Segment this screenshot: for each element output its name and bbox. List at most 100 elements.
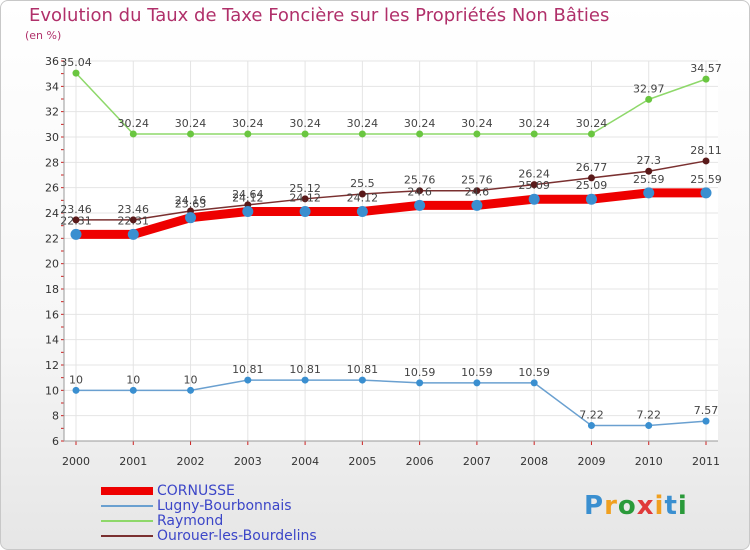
data-point [301, 195, 309, 203]
logo-letter: i [654, 491, 665, 521]
data-label: 24.6 [407, 185, 432, 198]
data-point [587, 130, 595, 138]
logo-letter: P [584, 491, 605, 521]
data-point [358, 376, 366, 384]
y-tick-label: 34 [45, 80, 59, 93]
y-tick-label: 28 [45, 156, 59, 169]
y-tick-label: 10 [45, 384, 59, 397]
data-label: 7.22 [636, 409, 661, 422]
data-label: 27.3 [636, 154, 661, 167]
logo-letter: r [604, 491, 618, 521]
data-point [187, 386, 195, 394]
x-tick-label: 2005 [348, 455, 376, 468]
data-label: 30.24 [576, 117, 608, 130]
data-point [471, 199, 483, 211]
data-point [129, 216, 137, 224]
data-label: 24.12 [347, 191, 379, 204]
data-point [185, 212, 197, 224]
data-point [244, 130, 252, 138]
data-label: 30.24 [461, 117, 493, 130]
data-label: 30.24 [404, 117, 436, 130]
plot-area [64, 61, 718, 441]
data-point [414, 199, 426, 211]
data-label: 34.57 [690, 62, 722, 75]
data-label: 35.04 [60, 56, 92, 69]
logo-letter: t [664, 491, 678, 521]
legend-swatch-cornusse [101, 487, 153, 495]
x-tick-label: 2003 [234, 455, 262, 468]
legend-label-ourouer: Ourouer-les-Bourdelins [157, 528, 317, 544]
data-label: 24.16 [175, 194, 207, 207]
data-label: 25.09 [518, 179, 550, 192]
legend-swatch-lugny [101, 505, 153, 507]
data-point [700, 187, 712, 199]
data-point [473, 379, 481, 387]
data-label: 10 [184, 373, 198, 386]
data-label: 30.24 [118, 117, 150, 130]
x-tick-label: 2006 [406, 455, 434, 468]
data-label: 25.09 [576, 179, 608, 192]
data-point [358, 130, 366, 138]
legend-swatch-raymond [101, 520, 153, 522]
data-label: 28.11 [690, 144, 722, 157]
data-point [587, 422, 595, 430]
x-tick-label: 2009 [577, 455, 605, 468]
legend-swatch-ourouer [101, 535, 153, 537]
data-label: 22.31 [118, 214, 150, 227]
legend-label-raymond: Raymond [157, 513, 224, 529]
logo-letter: o [617, 491, 637, 521]
y-tick-label: 12 [45, 359, 59, 372]
data-point [702, 157, 710, 165]
logo-letter: x [636, 491, 655, 521]
legend-label-cornusse: CORNUSSE [157, 483, 235, 499]
x-tick-label: 2000 [62, 455, 90, 468]
y-axis-unit: (en %) [25, 29, 62, 42]
data-point [301, 130, 309, 138]
data-label: 10 [69, 373, 83, 386]
data-point [72, 386, 80, 394]
proxiti-logo: Proxiti [584, 491, 688, 521]
data-point [358, 190, 366, 198]
data-point [416, 187, 424, 195]
x-tick-label: 2011 [692, 455, 720, 468]
data-label: 25.5 [350, 177, 375, 190]
data-label: 30.24 [289, 117, 321, 130]
data-label: 22.31 [60, 214, 92, 227]
data-point [299, 205, 311, 217]
chart-title: Evolution du Taux de Taxe Foncière sur l… [29, 5, 610, 26]
data-point [530, 181, 538, 189]
data-point [187, 130, 195, 138]
data-label: 30.24 [518, 117, 550, 130]
data-point [416, 130, 424, 138]
y-tick-label: 14 [45, 334, 59, 347]
data-label: 26.24 [518, 168, 550, 181]
y-tick-label: 16 [45, 308, 59, 321]
data-label: 24.12 [232, 191, 264, 204]
series-line-0 [76, 188, 706, 239]
data-point [416, 379, 424, 387]
legend-label-lugny: Lugny-Bourbonnais [157, 498, 292, 514]
data-label: 7.57 [694, 404, 719, 417]
y-tick-label: 36 [45, 55, 59, 68]
y-tick-label: 18 [45, 283, 59, 296]
x-tick-label: 2002 [177, 455, 205, 468]
data-point [356, 205, 368, 217]
data-label: 23.63 [175, 198, 207, 211]
data-label: 10.81 [232, 363, 264, 376]
data-label: 24.6 [465, 185, 490, 198]
y-tick-label: 32 [45, 106, 59, 119]
data-point [70, 228, 82, 240]
data-point [585, 193, 597, 205]
data-point [473, 130, 481, 138]
data-label: 23.46 [118, 203, 150, 216]
data-point [702, 417, 710, 425]
data-point [530, 130, 538, 138]
series-line-2 [75, 72, 707, 135]
data-point [645, 422, 653, 430]
data-label: 25.76 [461, 174, 493, 187]
y-tick-label: 6 [52, 435, 59, 448]
data-label: 30.24 [347, 117, 379, 130]
data-label: 10.81 [347, 363, 379, 376]
